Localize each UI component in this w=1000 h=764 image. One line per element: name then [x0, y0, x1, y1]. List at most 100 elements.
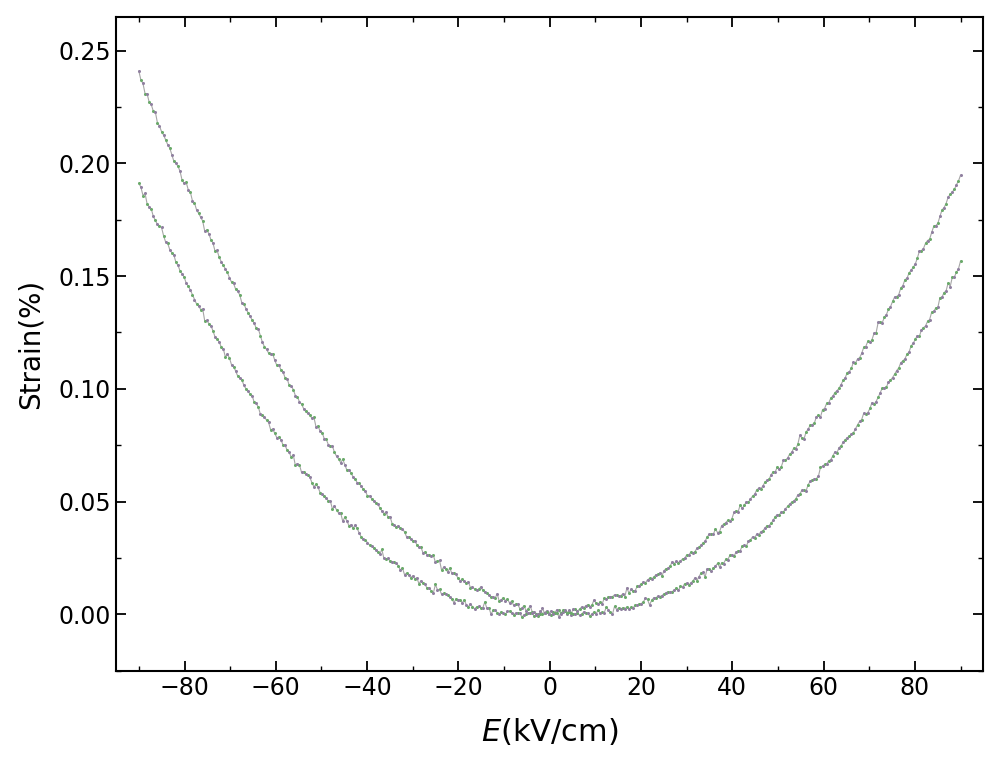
- Point: [487, 604, 503, 617]
- Point: [567, 608, 583, 620]
- Point: [868, 327, 884, 339]
- Point: [685, 547, 701, 559]
- Point: [607, 601, 623, 613]
- Point: [736, 500, 752, 512]
- Point: [423, 585, 439, 597]
- Point: [471, 601, 487, 613]
- Point: [151, 220, 167, 232]
- Point: [386, 519, 402, 531]
- Point: [392, 522, 408, 534]
- Point: [880, 376, 896, 388]
- Point: [189, 298, 205, 310]
- Point: [180, 280, 196, 293]
- Point: [666, 584, 682, 597]
- Point: [689, 542, 705, 555]
- Point: [631, 579, 647, 591]
- Point: [882, 374, 898, 387]
- Point: [629, 599, 645, 611]
- Point: [213, 341, 229, 353]
- Point: [765, 514, 781, 526]
- Point: [409, 571, 425, 584]
- Point: [316, 490, 332, 502]
- Point: [693, 539, 709, 551]
- Point: [397, 526, 413, 538]
- Point: [872, 387, 888, 399]
- Point: [162, 142, 178, 154]
- Point: [168, 157, 184, 170]
- Point: [372, 502, 388, 514]
- Point: [633, 597, 649, 610]
- Point: [891, 362, 907, 374]
- Point: [199, 314, 215, 326]
- Point: [248, 397, 264, 410]
- Point: [335, 515, 351, 527]
- Point: [852, 416, 868, 428]
- Point: [230, 285, 246, 297]
- Point: [469, 584, 485, 597]
- Point: [705, 562, 721, 575]
- Point: [876, 311, 892, 323]
- Point: [835, 436, 851, 448]
- Point: [712, 561, 728, 573]
- Point: [349, 477, 365, 489]
- Point: [635, 596, 651, 608]
- Point: [843, 428, 859, 440]
- Point: [942, 280, 958, 293]
- Point: [186, 293, 202, 306]
- Point: [823, 392, 839, 404]
- Point: [353, 531, 369, 543]
- Point: [394, 562, 410, 574]
- Point: [784, 446, 800, 458]
- Point: [899, 272, 915, 284]
- Point: [662, 560, 678, 572]
- Point: [765, 466, 781, 478]
- Point: [858, 408, 874, 420]
- Point: [390, 559, 406, 571]
- Point: [355, 533, 371, 545]
- Point: [221, 272, 237, 284]
- Point: [913, 244, 929, 257]
- Point: [893, 282, 909, 294]
- Point: [300, 469, 316, 481]
- Point: [464, 601, 480, 613]
- Point: [475, 584, 491, 596]
- Point: [438, 563, 454, 575]
- Point: [850, 353, 866, 365]
- Point: [539, 606, 555, 618]
- Point: [872, 316, 888, 328]
- Point: [176, 177, 192, 189]
- Point: [156, 129, 172, 141]
- Point: [343, 519, 359, 531]
- Point: [600, 604, 616, 616]
- Point: [697, 535, 713, 547]
- Point: [642, 572, 658, 584]
- Point: [683, 546, 699, 558]
- Point: [411, 578, 427, 590]
- Point: [609, 604, 625, 616]
- Point: [532, 604, 548, 617]
- Point: [918, 237, 934, 249]
- Point: [876, 381, 892, 393]
- Point: [782, 448, 798, 461]
- Point: [621, 603, 637, 615]
- Point: [530, 608, 546, 620]
- Point: [878, 309, 894, 321]
- Point: [487, 592, 503, 604]
- Point: [775, 506, 791, 518]
- Point: [644, 573, 660, 585]
- Point: [374, 505, 390, 517]
- Point: [543, 605, 559, 617]
- Point: [728, 546, 744, 558]
- Point: [252, 408, 268, 420]
- Point: [364, 540, 380, 552]
- Point: [722, 549, 738, 562]
- Point: [891, 289, 907, 301]
- Point: [318, 492, 334, 504]
- Point: [197, 315, 213, 327]
- Point: [924, 306, 940, 319]
- Point: [862, 403, 878, 415]
- Point: [950, 263, 966, 275]
- Point: [555, 604, 571, 617]
- Point: [508, 607, 524, 620]
- Point: [796, 433, 812, 445]
